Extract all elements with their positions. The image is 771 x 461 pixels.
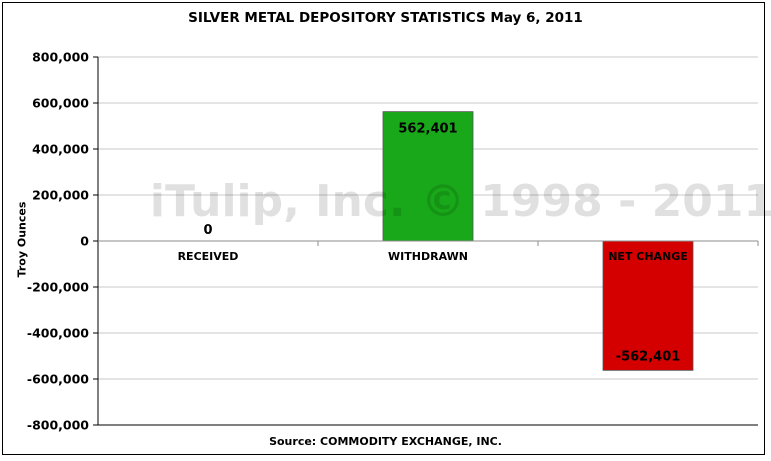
bar-layer (382, 111, 694, 371)
y-tick-label: 400,000 (32, 142, 89, 157)
y-tick-label: -800,000 (27, 418, 89, 433)
label-layer: 800,000 600,000 400,000 200,000 0 -200,000 -40… (27, 50, 688, 433)
y-tick-label: 200,000 (32, 188, 89, 203)
data-label: 562,401 (398, 122, 457, 137)
source-caption: Source: COMMODITY EXCHANGE, INC. (269, 435, 502, 448)
data-label: -562,401 (616, 349, 681, 364)
category-label: WITHDRAWN (388, 250, 468, 263)
y-tick-label: -600,000 (27, 372, 89, 387)
category-label: RECEIVED (178, 250, 239, 263)
chart-title: SILVER METAL DEPOSITORY STATISTICS May 6… (188, 10, 583, 26)
y-tick-label: 800,000 (32, 50, 89, 65)
y-tick-label: -400,000 (27, 326, 89, 341)
bar (602, 240, 694, 371)
chart-border (2, 2, 765, 455)
y-tick-label: 0 (80, 234, 89, 249)
data-label: 0 (203, 223, 212, 238)
y-tick-label: -200,000 (27, 280, 89, 295)
y-tick-label: 600,000 (32, 96, 89, 111)
axis-layer (93, 56, 759, 426)
bar (382, 111, 474, 242)
category-label: NET CHANGE (608, 250, 688, 263)
watermark-text: iTulip, Inc. © 1998 - 2011 (150, 176, 771, 227)
